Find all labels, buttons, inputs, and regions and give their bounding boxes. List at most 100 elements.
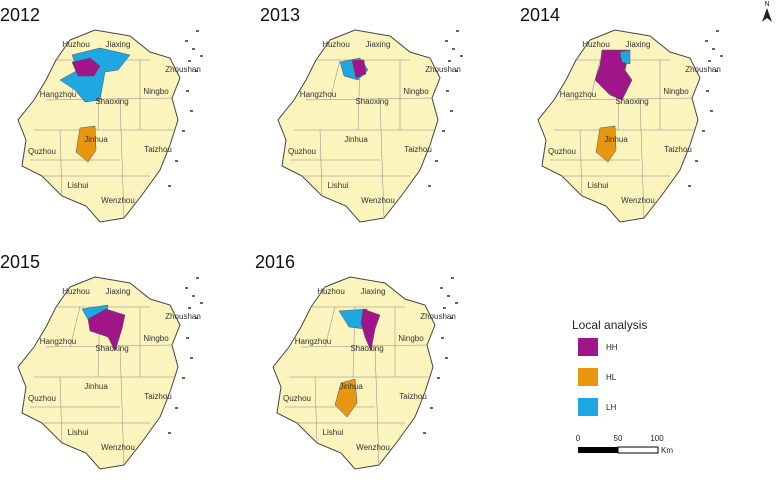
island	[200, 302, 203, 304]
island	[706, 90, 709, 92]
scale-label: 100	[650, 434, 664, 443]
island	[695, 160, 698, 162]
legend-swatch	[578, 368, 598, 386]
city-label: Shaoxing	[350, 344, 383, 353]
city-label: Huzhou	[62, 40, 90, 49]
cluster-region	[619, 49, 631, 65]
island	[175, 160, 178, 162]
city-label: Jinhua	[339, 382, 363, 391]
city-label: Ningbo	[143, 87, 169, 96]
city-label: Taizhou	[144, 392, 172, 401]
county-border	[45, 97, 173, 101]
city-label: Lishui	[68, 428, 89, 437]
island	[185, 40, 188, 42]
city-label: Jinhua	[344, 135, 368, 144]
island	[200, 55, 203, 57]
island	[455, 70, 458, 72]
county-border	[314, 376, 318, 444]
city-label: Huzhou	[582, 40, 610, 49]
city-label: Huzhou	[317, 287, 345, 296]
island	[447, 295, 450, 297]
city-label: Jiaxing	[106, 40, 131, 49]
city-label: Hangzhou	[40, 337, 76, 346]
city-label: Taizhou	[664, 145, 692, 154]
city-label: Shaoxing	[95, 97, 128, 106]
island	[182, 130, 185, 132]
island	[456, 30, 459, 32]
city-label: Taizhou	[399, 392, 427, 401]
year-label: 2012	[0, 5, 40, 25]
island	[710, 110, 713, 112]
city-label: Lishui	[68, 181, 89, 190]
cluster-region	[87, 308, 126, 352]
cluster-region	[595, 125, 617, 163]
city-label: Hangzhou	[40, 90, 76, 99]
year-label: 2014	[520, 5, 560, 25]
year-label: 2015	[0, 252, 40, 272]
island	[430, 407, 433, 409]
island	[186, 337, 189, 339]
island	[455, 302, 458, 304]
scale-bar: 0 50 100 Km	[576, 434, 674, 455]
county-border	[45, 344, 173, 348]
map-panel: 2016 Huzhou Jiaxing Zhoushan Hangzhou Shaoxin…	[255, 252, 458, 470]
island	[720, 55, 723, 57]
island	[450, 317, 453, 319]
island	[428, 185, 431, 187]
legend-label: HH	[606, 343, 618, 352]
city-label: Zhoushan	[420, 312, 456, 321]
year-label: 2016	[255, 252, 295, 272]
island	[185, 287, 188, 289]
city-label: Wenzhou	[361, 196, 395, 205]
year-label: 2013	[260, 5, 300, 25]
island	[195, 70, 198, 72]
island	[460, 55, 463, 57]
city-label: Zhoushan	[425, 65, 461, 74]
city-label: Ningbo	[143, 334, 169, 343]
island	[448, 60, 451, 62]
island	[186, 90, 189, 92]
cluster-region	[351, 59, 367, 79]
scale-label: 50	[614, 434, 623, 443]
island	[175, 407, 178, 409]
legend-label: LH	[606, 403, 616, 412]
island	[451, 277, 454, 279]
city-label: Jinhua	[84, 135, 108, 144]
city-label: Lishui	[328, 181, 349, 190]
island	[715, 70, 718, 72]
north-label: N	[764, 1, 769, 8]
county-border	[579, 129, 583, 197]
island	[445, 40, 448, 42]
island	[196, 30, 199, 32]
legend-swatch	[578, 338, 598, 356]
city-label: Quzhou	[28, 147, 56, 156]
city-label: Quzhou	[28, 394, 56, 403]
city-label: Zhoushan	[685, 65, 721, 74]
legend-title: Local analysis	[572, 318, 647, 332]
cluster-region	[71, 57, 101, 77]
city-label: Lishui	[588, 181, 609, 190]
county-border	[300, 344, 428, 348]
island	[192, 48, 195, 50]
scale-segment	[578, 447, 618, 453]
city-label: Hangzhou	[560, 90, 596, 99]
city-label: Lishui	[323, 428, 344, 437]
city-label: Jiaxing	[366, 40, 391, 49]
county-border	[59, 376, 63, 444]
island	[446, 90, 449, 92]
island	[440, 287, 443, 289]
island	[192, 295, 195, 297]
city-label: Shaoxing	[615, 97, 648, 106]
island	[443, 307, 446, 309]
city-label: Wenzhou	[101, 196, 135, 205]
county-border	[329, 59, 341, 101]
county-border	[379, 99, 385, 219]
city-label: Ningbo	[403, 87, 429, 96]
city-label: Jinhua	[84, 382, 108, 391]
island	[705, 40, 708, 42]
island	[452, 48, 455, 50]
cluster-region	[334, 378, 358, 418]
island	[195, 317, 198, 319]
cluster-region	[75, 125, 97, 163]
island	[437, 377, 440, 379]
